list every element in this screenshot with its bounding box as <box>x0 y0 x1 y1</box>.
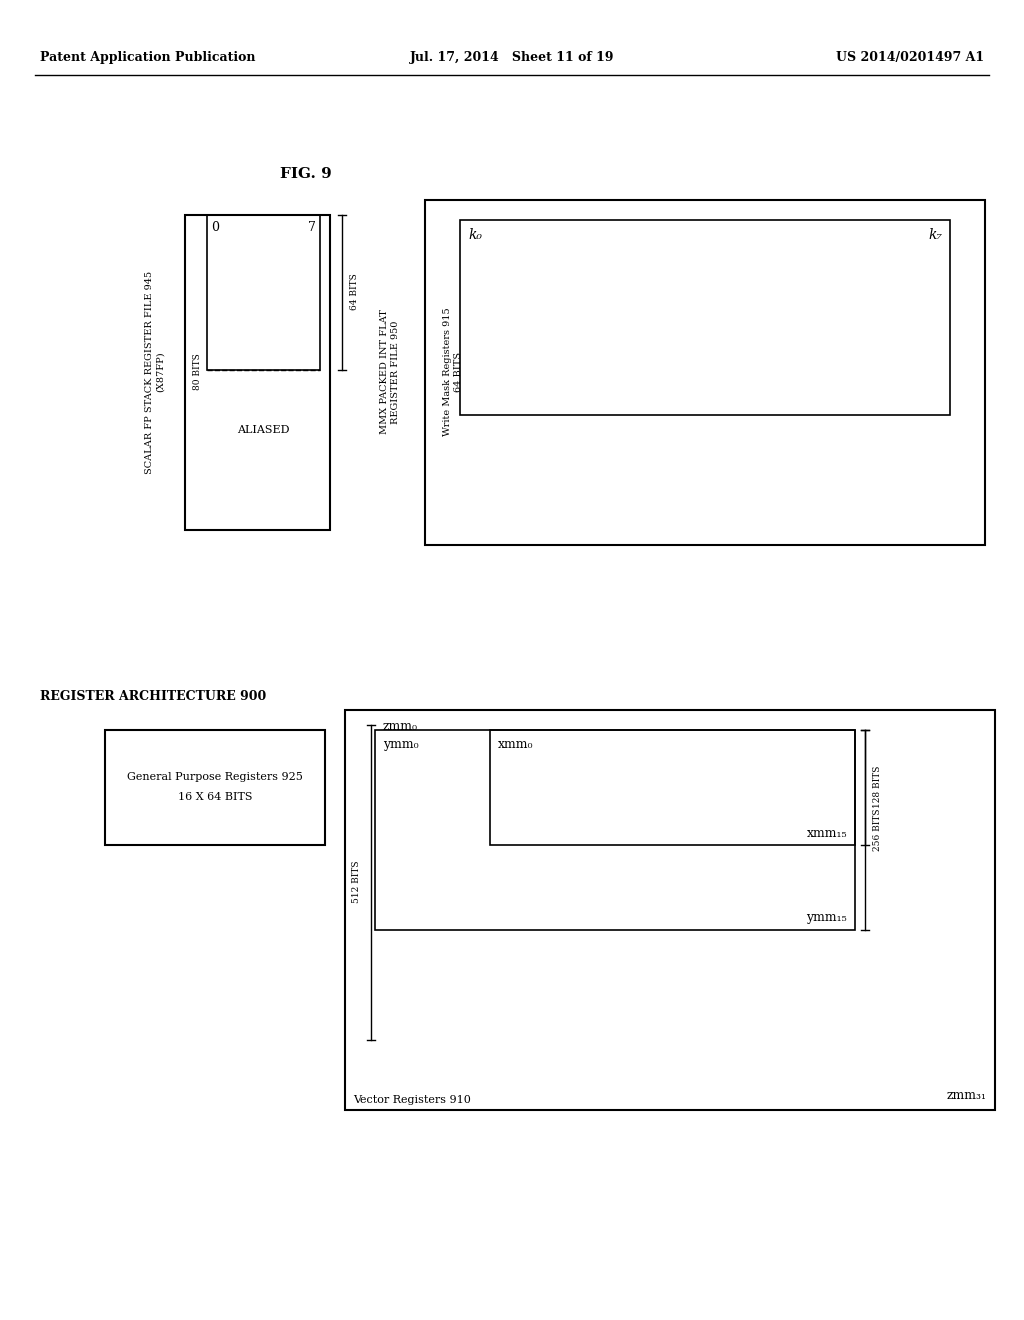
Bar <box>490 730 855 845</box>
Text: Jul. 17, 2014   Sheet 11 of 19: Jul. 17, 2014 Sheet 11 of 19 <box>410 51 614 65</box>
Text: 0: 0 <box>211 220 219 234</box>
Text: 256 BITS: 256 BITS <box>873 809 882 851</box>
Text: ymm₀: ymm₀ <box>383 738 419 751</box>
Text: xmm₁₅: xmm₁₅ <box>806 828 847 840</box>
Bar <box>207 215 319 370</box>
Text: General Purpose Registers 925: General Purpose Registers 925 <box>127 772 303 781</box>
Text: ymm₁₅: ymm₁₅ <box>806 911 847 924</box>
Text: 128 BITS: 128 BITS <box>873 766 882 808</box>
Text: 16 X 64 BITS: 16 X 64 BITS <box>178 792 252 803</box>
Bar <box>425 201 985 545</box>
Bar <box>375 730 855 931</box>
Text: 64 BITS: 64 BITS <box>350 273 359 310</box>
Text: zmm₃₁: zmm₃₁ <box>947 1089 987 1102</box>
Text: 7: 7 <box>308 220 316 234</box>
Text: ALIASED: ALIASED <box>237 425 289 436</box>
Text: MMX PACKED INT FLAT
REGISTER FILE 950: MMX PACKED INT FLAT REGISTER FILE 950 <box>380 310 399 434</box>
Bar <box>185 215 330 531</box>
Text: 512 BITS: 512 BITS <box>352 861 361 903</box>
Text: xmm₀: xmm₀ <box>498 738 534 751</box>
Text: k₀: k₀ <box>468 228 482 242</box>
Bar <box>345 710 995 1110</box>
Text: Vector Registers 910: Vector Registers 910 <box>353 1096 471 1105</box>
Text: REGISTER ARCHITECTURE 900: REGISTER ARCHITECTURE 900 <box>40 690 266 704</box>
Text: k₇: k₇ <box>928 228 942 242</box>
Text: zmm₀: zmm₀ <box>383 719 418 733</box>
Text: US 2014/0201497 A1: US 2014/0201497 A1 <box>836 51 984 65</box>
Text: FIG. 9: FIG. 9 <box>280 168 332 181</box>
Text: Patent Application Publication: Patent Application Publication <box>40 51 256 65</box>
Text: Write Mask Registers 915
64 BITS: Write Mask Registers 915 64 BITS <box>443 308 463 437</box>
Bar <box>460 220 950 414</box>
Bar <box>105 730 325 845</box>
Text: SCALAR FP STACK REGISTER FILE 945
(X87FP): SCALAR FP STACK REGISTER FILE 945 (X87FP… <box>145 271 165 474</box>
Text: 80 BITS: 80 BITS <box>194 354 203 391</box>
